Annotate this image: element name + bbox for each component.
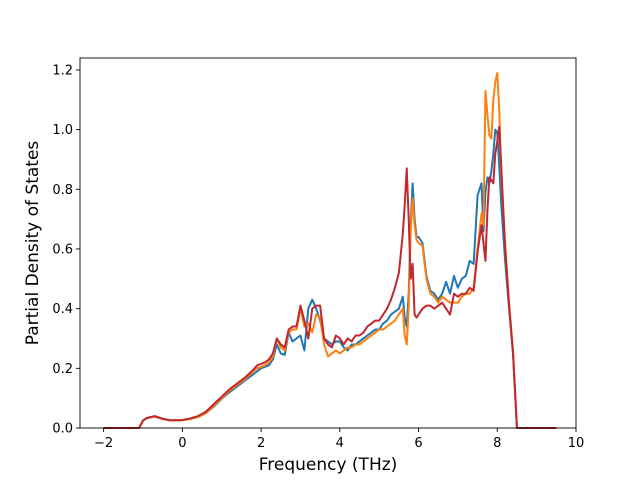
y-tick-label: 0.6 [52,242,73,257]
x-axis-title: Frequency (THz) [259,455,398,475]
series-line-1 [103,128,557,429]
y-tick-label: 0.8 [52,183,73,198]
y-tick-label: 0.2 [52,362,73,377]
series-line-2 [103,71,557,429]
y-axis-title: Partial Density of States [23,141,43,346]
x-tick-label: −2 [94,436,113,451]
x-axis: −2 0 2 4 6 8 10 [94,428,584,451]
series-layer [103,71,557,429]
x-tick-label: 0 [178,436,186,451]
x-tick-label: 2 [257,436,265,451]
x-tick-label: 8 [493,436,501,451]
y-axis: 0.0 0.2 0.4 0.6 0.8 1.0 1.2 [52,63,80,437]
y-tick-label: 1.2 [52,63,73,78]
y-tick-label: 0.4 [52,302,73,317]
plot-frame [79,57,577,429]
x-tick-label: 10 [568,436,585,451]
series-line-3 [103,125,557,429]
x-tick-label: 6 [414,436,422,451]
y-tick-label: 0.0 [52,422,73,437]
x-tick-label: 4 [336,436,344,451]
y-tick-label: 1.0 [52,123,73,138]
